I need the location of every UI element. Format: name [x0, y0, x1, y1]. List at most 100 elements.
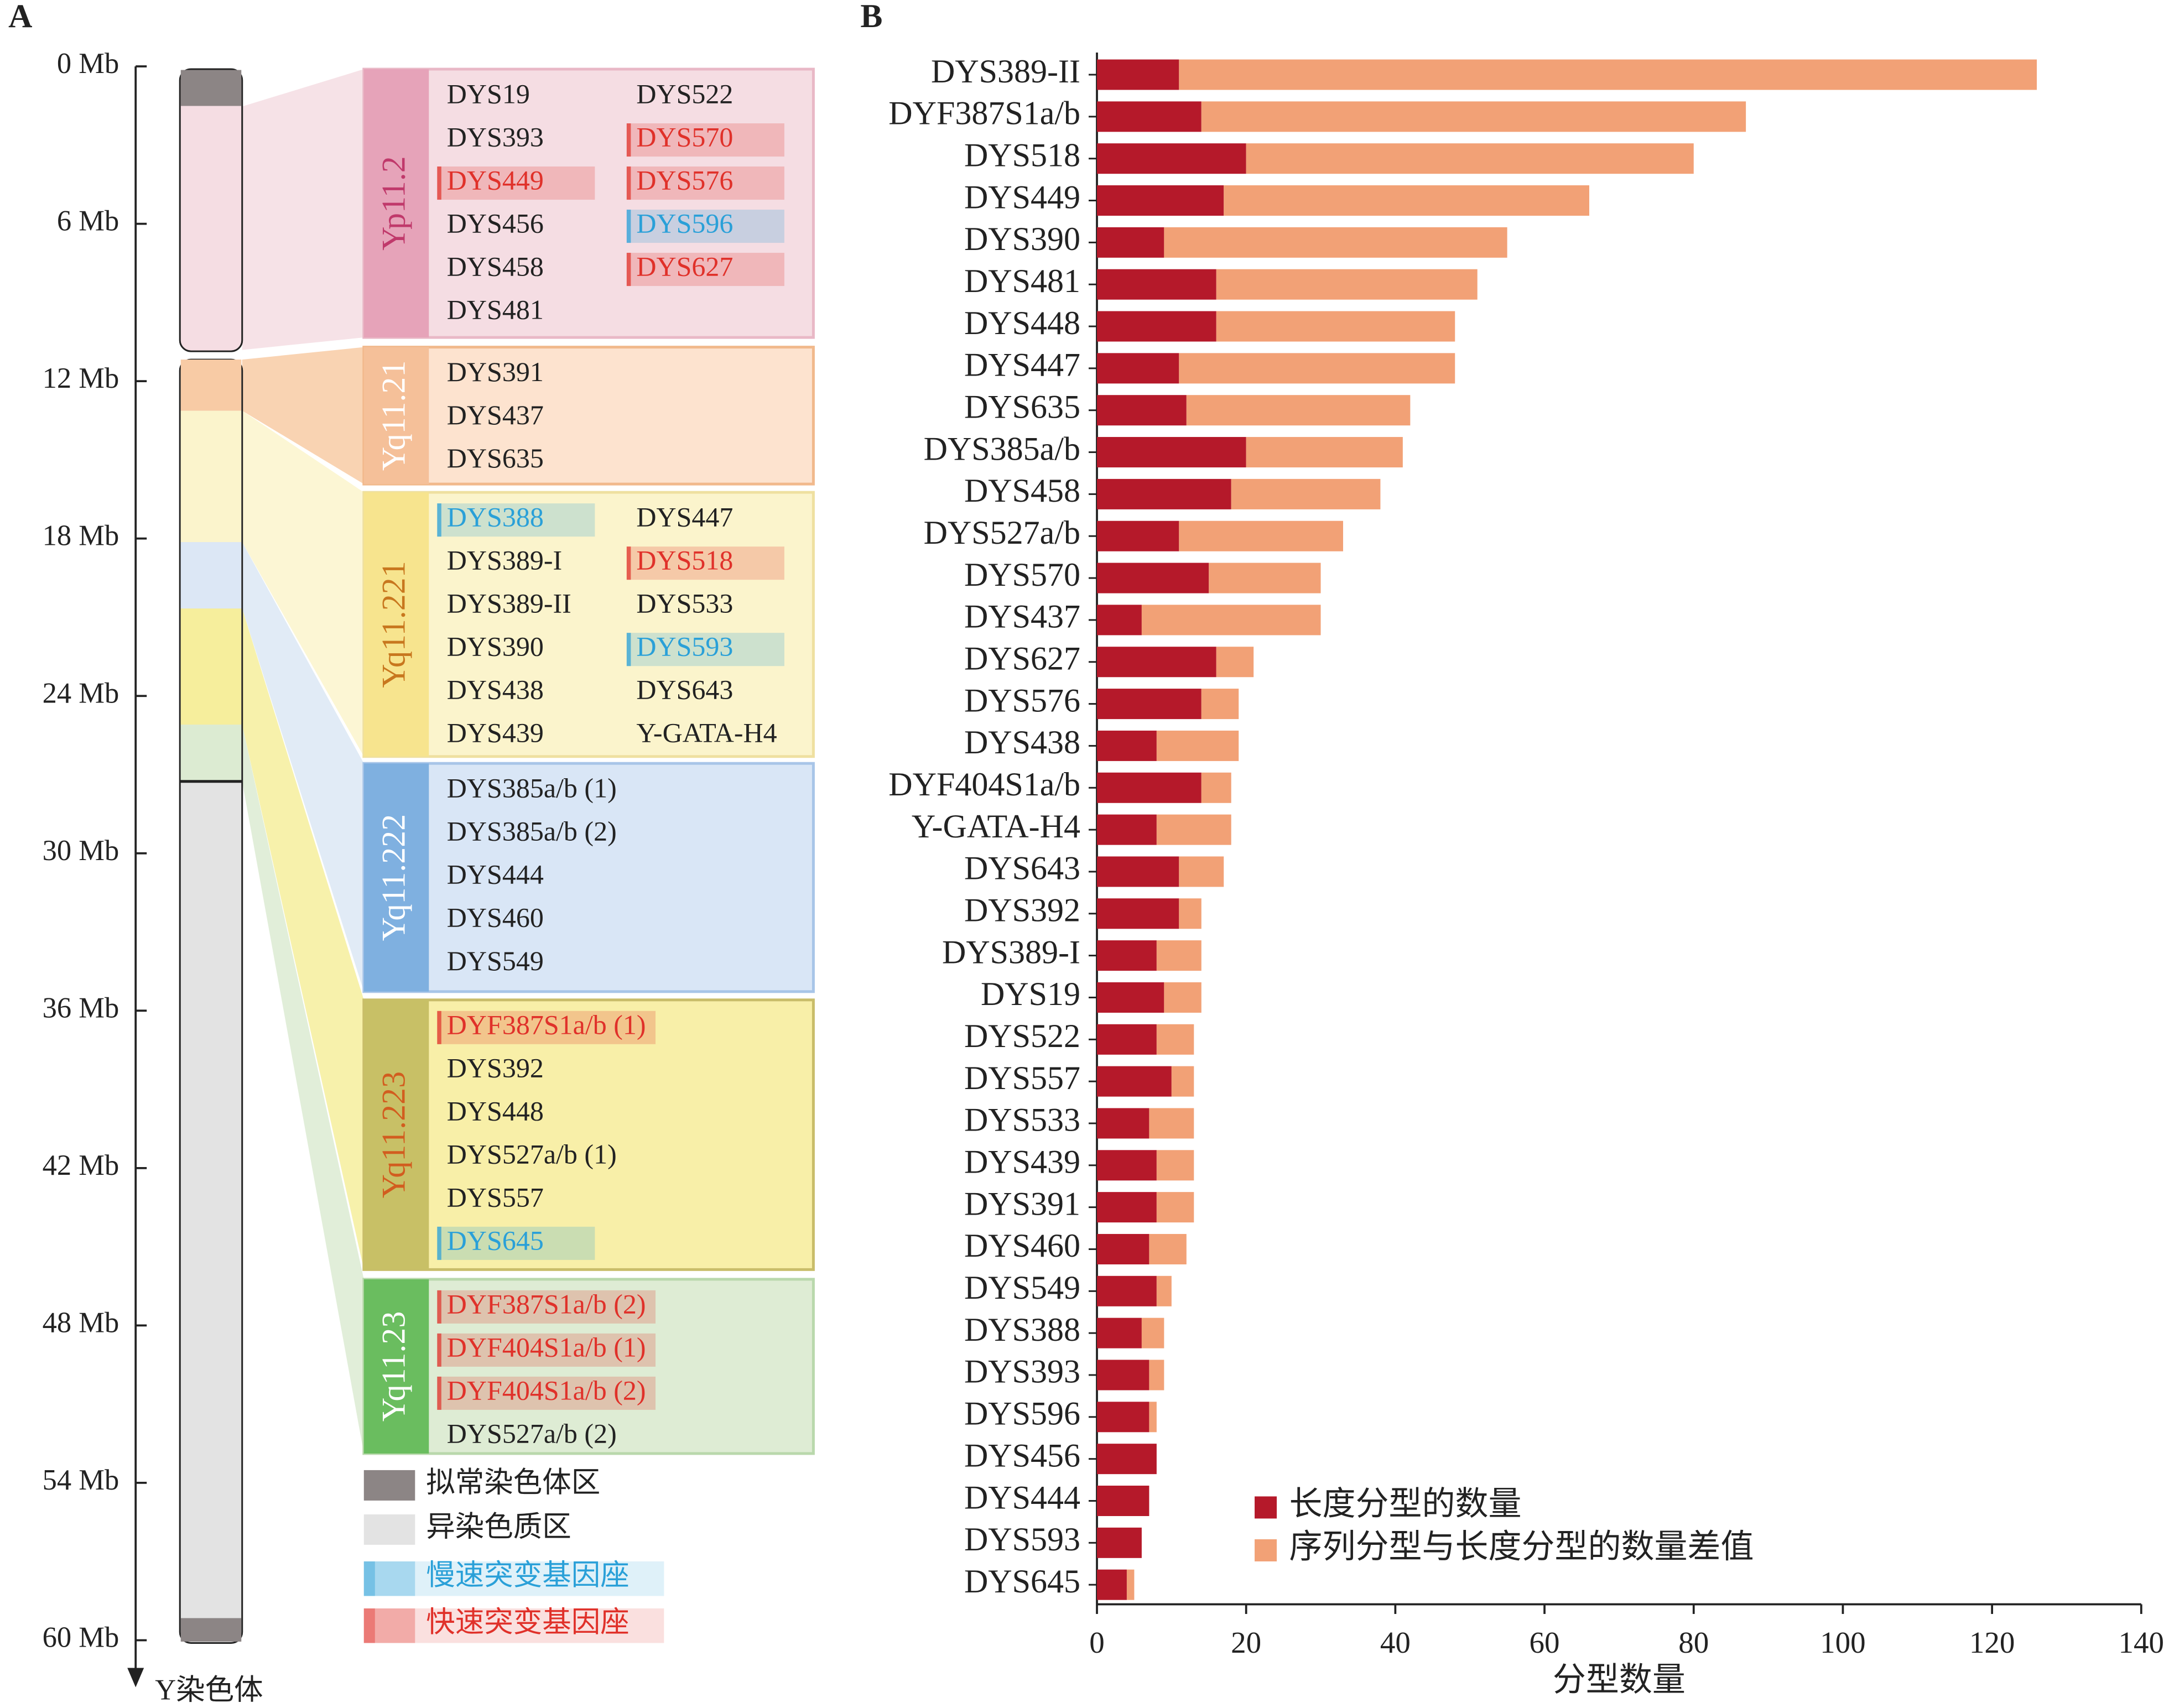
- band: [180, 725, 242, 782]
- gene-label: DYS533: [636, 588, 733, 619]
- bar-segment: [1097, 101, 1201, 132]
- gene-label: DYS449: [447, 165, 544, 196]
- connector: [242, 347, 364, 485]
- bar-segment: [1097, 898, 1179, 929]
- bar-segment: [1097, 1318, 1142, 1348]
- gene-highlight: [626, 633, 784, 666]
- y-tick-label: DYS460: [964, 1227, 1080, 1264]
- bar-segment: [1246, 437, 1403, 468]
- gene-label: DYS557: [447, 1181, 544, 1212]
- bar-segment: [1141, 1318, 1164, 1348]
- bar-segment: [1149, 1360, 1164, 1391]
- y-tick-label: DYS533: [964, 1102, 1080, 1138]
- axis-tick-label: 48 Mb: [43, 1306, 119, 1339]
- gene-label: DYS388: [447, 502, 544, 533]
- gene-label: DYS522: [636, 78, 733, 109]
- bar-segment: [1097, 185, 1224, 216]
- bar-segment: [1141, 605, 1321, 636]
- axis-tick-label: 30 Mb: [43, 835, 119, 867]
- gene-label: DYS393: [447, 122, 544, 153]
- gene-highlight-bar: [626, 123, 631, 157]
- y-tick-label: DYS19: [981, 976, 1080, 1012]
- gene-label: DYS570: [636, 122, 733, 153]
- bar-segment: [1097, 227, 1164, 258]
- legend-swatch: [1255, 1539, 1277, 1561]
- bar-segment: [1156, 1275, 1172, 1306]
- gene-highlight: [626, 123, 784, 157]
- gene-label: DYS635: [447, 442, 544, 473]
- y-tick-label: DYS593: [964, 1521, 1080, 1558]
- region-label: Yq11.23: [376, 1311, 412, 1421]
- region-label: Yq11.222: [376, 814, 412, 941]
- legend-bg: [363, 1608, 664, 1643]
- y-tick-label: DYS570: [964, 556, 1080, 593]
- axis-label: Y染色体: [155, 1674, 263, 1706]
- gene-highlight-bar: [437, 1290, 441, 1324]
- pseudoautosomal: [180, 70, 242, 106]
- gene-label: DYS444: [447, 859, 544, 890]
- connector: [242, 69, 364, 350]
- bar-segment: [1156, 1192, 1194, 1223]
- y-tick-label: DYS458: [964, 472, 1080, 509]
- y-tick-label: DYS549: [964, 1269, 1080, 1306]
- bar-segment: [1097, 605, 1142, 636]
- legend-swatch: [363, 1514, 415, 1545]
- bar-segment: [1097, 689, 1201, 720]
- gene-label: DYF387S1a/b (1): [447, 1009, 646, 1040]
- x-tick-label: 140: [2119, 1626, 2165, 1659]
- bar-segment: [1097, 1275, 1157, 1306]
- bar-segment: [1216, 647, 1254, 678]
- connector: [242, 410, 364, 757]
- gene-highlight: [437, 1226, 595, 1260]
- gene-highlight: [437, 1376, 656, 1410]
- bar-segment: [1156, 814, 1231, 845]
- gene-highlight: [437, 1290, 656, 1324]
- axis-tick-label: 6 Mb: [57, 205, 119, 237]
- region-label: Yq11.21: [376, 361, 412, 471]
- legend-swatch: [363, 1470, 415, 1501]
- y-tick-label: Y-GATA-H4: [912, 808, 1080, 845]
- y-tick-label: DYS645: [964, 1563, 1080, 1600]
- y-tick-label: DYS388: [964, 1311, 1080, 1348]
- x-tick-label: 20: [1231, 1626, 1261, 1659]
- bar-segment: [1171, 1066, 1194, 1097]
- y-tick-label: DYS385a/b: [924, 430, 1080, 467]
- gene-label: DYS527a/b (1): [447, 1138, 617, 1169]
- gene-highlight-bar: [626, 166, 631, 200]
- y-tick-label: DYS437: [964, 598, 1080, 635]
- gene-label: DYS460: [447, 902, 544, 933]
- legend-swatch-bar: [363, 1608, 375, 1643]
- legend-label: 拟常染色体区: [426, 1466, 600, 1498]
- gene-label: DYS645: [447, 1225, 544, 1256]
- bar-segment: [1097, 730, 1157, 761]
- y-tick-label: DYS444: [964, 1479, 1080, 1516]
- bar-segment: [1224, 185, 1589, 216]
- band: [180, 608, 242, 725]
- gene-label: Y-GATA-H4: [636, 717, 777, 748]
- band: [180, 360, 242, 411]
- gene-label: DYS447: [636, 502, 733, 533]
- y-tick-label: DYS557: [964, 1060, 1080, 1096]
- bar-segment: [1179, 856, 1224, 887]
- legend-label: 长度分型的数量: [1289, 1486, 1522, 1522]
- pseudoautosomal: [180, 1618, 242, 1642]
- axis-tick-label: 60 Mb: [43, 1622, 119, 1654]
- bar-segment: [1201, 101, 1746, 132]
- bar-segment: [1097, 1569, 1127, 1600]
- gene-label: DYS439: [447, 717, 544, 748]
- legend-label: 慢速突变基因座: [426, 1559, 630, 1591]
- y-tick-label: DYS456: [964, 1437, 1080, 1473]
- axis-tick-label: 12 Mb: [43, 362, 119, 394]
- x-tick-label: 80: [1678, 1626, 1709, 1659]
- legend-swatch: [363, 1608, 415, 1643]
- region-label: Yp11.2: [376, 156, 412, 251]
- bar-segment: [1179, 520, 1343, 551]
- y-tick-label: DYS527a/b: [924, 514, 1080, 551]
- y-tick-label: DYS389-II: [931, 53, 1080, 90]
- gene-highlight: [437, 1011, 656, 1044]
- region-label-bg: [363, 492, 429, 757]
- bar-segment: [1097, 1360, 1149, 1391]
- bar-segment: [1179, 898, 1201, 929]
- gene-label: DYS458: [447, 251, 544, 282]
- region-label-bg: [363, 347, 429, 485]
